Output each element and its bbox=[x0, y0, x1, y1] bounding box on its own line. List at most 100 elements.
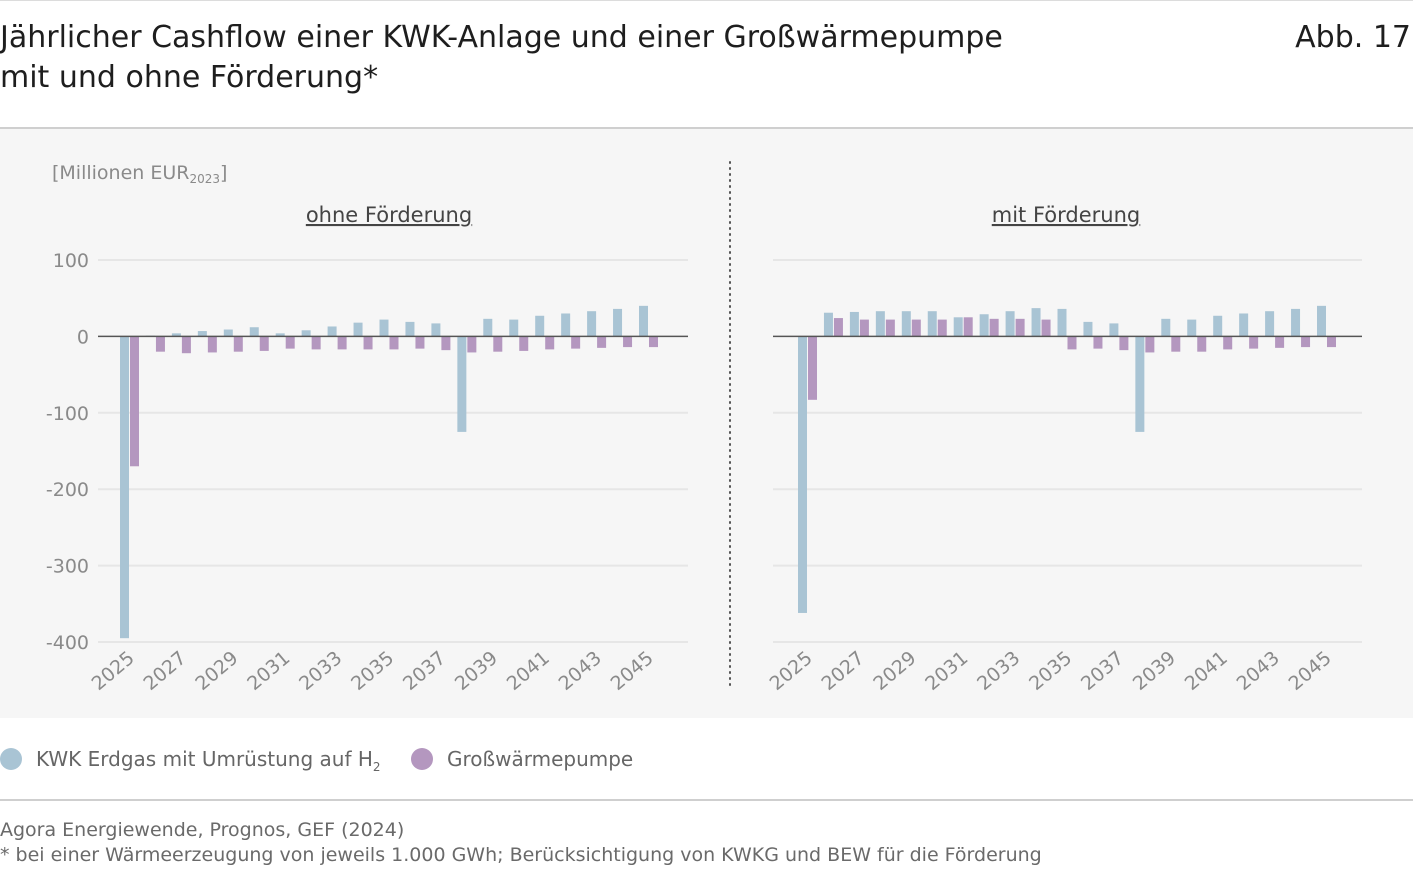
bar-kwk-2036 bbox=[1083, 321, 1093, 337]
bar-kwk-2035 bbox=[1057, 308, 1067, 337]
figure-number: Abb. 17 bbox=[1295, 20, 1411, 55]
x-tick-label: 2037 bbox=[399, 647, 450, 695]
bar-wp-2041 bbox=[1223, 336, 1233, 350]
bar-wp-2042 bbox=[571, 336, 581, 349]
bar-kwk-2044 bbox=[613, 308, 623, 337]
legend-label-kwk-subscript: 2 bbox=[372, 760, 381, 774]
y-axis-unit-subscript: 2023 bbox=[189, 172, 220, 186]
bar-wp-2044 bbox=[1301, 336, 1311, 348]
footer-divider bbox=[0, 799, 1413, 801]
bar-kwk-2044 bbox=[1291, 308, 1301, 337]
bar-wp-2033 bbox=[1015, 318, 1025, 337]
bar-wp-2030 bbox=[259, 336, 269, 351]
legend-label-kwk-text: KWK Erdgas mit Umrüstung auf H bbox=[36, 747, 373, 771]
x-tick-label: 2043 bbox=[555, 647, 606, 695]
y-tick-label: -300 bbox=[46, 556, 89, 578]
y-tick-label: -400 bbox=[46, 632, 89, 654]
bar-wp-2043 bbox=[597, 336, 607, 348]
bar-kwk-2028 bbox=[197, 331, 207, 337]
bar-kwk-2038 bbox=[1135, 336, 1145, 432]
y-axis-unit-label: [Millionen EUR2023] bbox=[52, 162, 227, 186]
bar-wp-2032 bbox=[989, 318, 999, 337]
bar-wp-2031 bbox=[963, 317, 973, 337]
x-tick-label: 2045 bbox=[1285, 647, 1336, 695]
x-tick-label: 2035 bbox=[1025, 647, 1076, 695]
x-tick-label: 2027 bbox=[817, 647, 868, 695]
x-tick-label: 2025 bbox=[766, 647, 817, 695]
bar-kwk-2039 bbox=[1161, 318, 1171, 337]
y-tick-label: -100 bbox=[46, 403, 89, 425]
bar-wp-2036 bbox=[1093, 336, 1103, 349]
source-notes: Agora Energiewende, Prognos, GEF (2024) … bbox=[0, 818, 1042, 868]
bar-wp-2034 bbox=[363, 336, 373, 350]
y-tick-label: -200 bbox=[46, 479, 89, 501]
legend-label-wp: Großwärmepumpe bbox=[447, 747, 634, 771]
panel-title: ohne Förderung bbox=[306, 203, 472, 227]
bar-wp-2028 bbox=[885, 319, 895, 337]
bar-wp-2026 bbox=[155, 336, 165, 352]
chart-background bbox=[0, 129, 1413, 718]
bar-wp-2029 bbox=[233, 336, 243, 352]
x-tick-label: 2029 bbox=[191, 647, 242, 695]
bar-kwk-2027 bbox=[849, 311, 859, 337]
bar-kwk-2035 bbox=[379, 319, 389, 337]
bar-kwk-2043 bbox=[587, 311, 597, 337]
x-tick-label: 2035 bbox=[347, 647, 398, 695]
bar-kwk-2040 bbox=[1187, 319, 1197, 337]
x-tick-label: 2031 bbox=[243, 647, 294, 695]
x-tick-label: 2037 bbox=[1077, 647, 1128, 695]
bar-wp-2027 bbox=[181, 336, 191, 354]
bar-wp-2037 bbox=[441, 336, 451, 351]
bar-kwk-2031 bbox=[953, 317, 963, 337]
bar-wp-2029 bbox=[911, 319, 921, 337]
bar-wp-2035 bbox=[389, 336, 399, 350]
bar-wp-2045 bbox=[1327, 336, 1336, 348]
bar-wp-2040 bbox=[1197, 336, 1207, 352]
x-tick-label: 2045 bbox=[607, 647, 658, 695]
bar-wp-2039 bbox=[493, 336, 503, 352]
bar-kwk-2042 bbox=[561, 313, 571, 337]
bar-kwk-2029 bbox=[223, 329, 233, 337]
header-divider bbox=[0, 127, 1413, 129]
bar-kwk-2027 bbox=[171, 333, 181, 337]
bar-wp-2026 bbox=[833, 318, 843, 337]
y-tick-label: 0 bbox=[77, 326, 89, 348]
top-rule bbox=[0, 0, 1413, 1]
x-tick-label: 2029 bbox=[869, 647, 920, 695]
bar-wp-2041 bbox=[545, 336, 555, 350]
x-tick-label: 2039 bbox=[1129, 647, 1180, 695]
bar-kwk-2045 bbox=[1317, 305, 1326, 337]
x-tick-label: 2025 bbox=[88, 647, 139, 695]
bar-kwk-2030 bbox=[249, 327, 259, 337]
bar-kwk-2033 bbox=[327, 326, 337, 337]
x-tick-label: 2043 bbox=[1233, 647, 1284, 695]
bar-wp-2045 bbox=[649, 336, 658, 348]
bar-wp-2025 bbox=[130, 336, 139, 467]
x-tick-label: 2031 bbox=[921, 647, 972, 695]
bar-kwk-2032 bbox=[301, 330, 311, 337]
bar-wp-2042 bbox=[1249, 336, 1259, 349]
y-axis-unit-main: [Millionen EUR bbox=[52, 162, 189, 184]
bar-kwk-2031 bbox=[275, 333, 285, 337]
legend-swatch-wp bbox=[411, 748, 433, 770]
x-tick-label: 2033 bbox=[973, 647, 1024, 695]
bar-wp-2044 bbox=[623, 336, 633, 348]
figure-title: Jährlicher Cashflow einer KWK-Anlage und… bbox=[0, 18, 1003, 98]
panel-title: mit Förderung bbox=[992, 203, 1140, 227]
bar-wp-2039 bbox=[1171, 336, 1181, 352]
y-axis-unit-end: ] bbox=[220, 162, 227, 184]
bar-kwk-2040 bbox=[509, 319, 519, 337]
x-tick-label: 2039 bbox=[451, 647, 502, 695]
bar-kwk-2042 bbox=[1239, 313, 1249, 337]
bar-kwk-2039 bbox=[483, 318, 493, 337]
bar-kwk-2038 bbox=[457, 336, 467, 432]
bar-wp-2037 bbox=[1119, 336, 1129, 351]
bar-wp-2038 bbox=[467, 336, 477, 353]
bar-kwk-2037 bbox=[1109, 323, 1119, 337]
bar-wp-2031 bbox=[285, 336, 295, 349]
bar-wp-2030 bbox=[937, 319, 947, 337]
bar-wp-2028 bbox=[207, 336, 217, 353]
legend-swatch-kwk bbox=[0, 748, 22, 770]
bar-wp-2025 bbox=[808, 336, 817, 400]
